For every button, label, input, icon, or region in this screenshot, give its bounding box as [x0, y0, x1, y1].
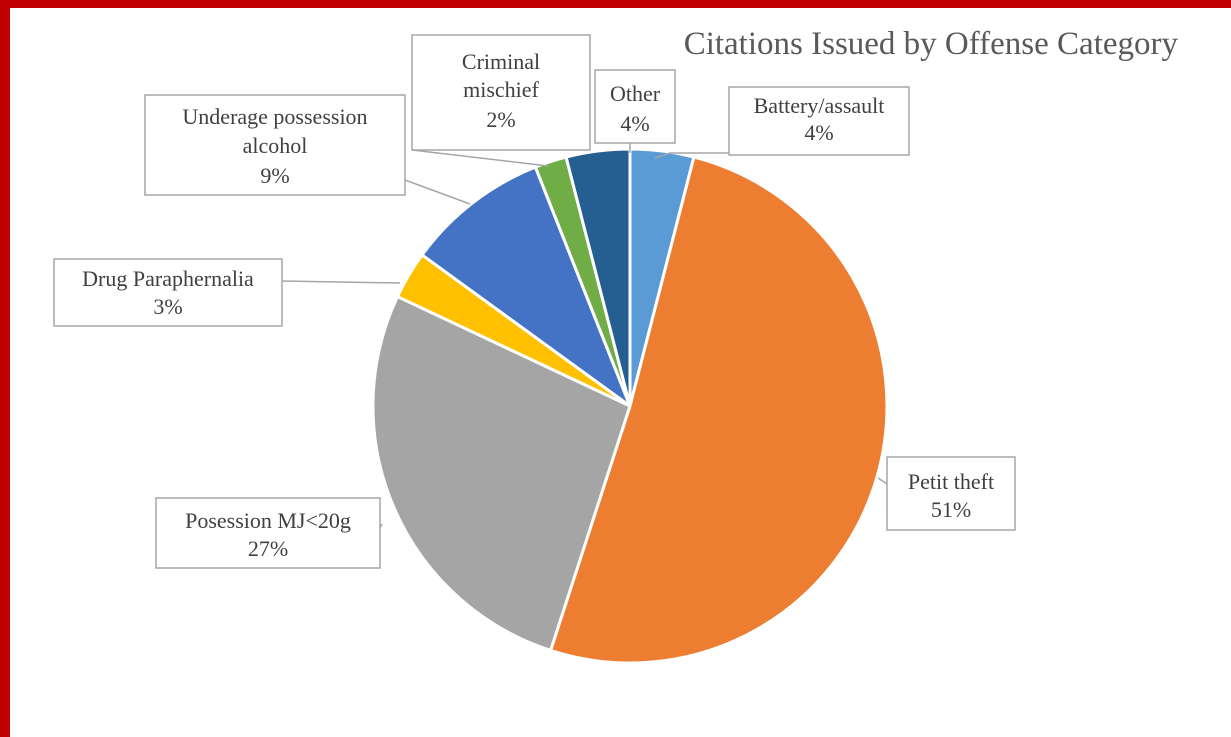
label-box: [411, 34, 591, 151]
label-category: Battery/assault: [754, 93, 885, 118]
label-percent: 4%: [620, 111, 649, 136]
label-category: alcohol: [243, 133, 308, 158]
label-percent: 2%: [486, 107, 515, 132]
label-box: [594, 69, 676, 144]
label-category: mischief: [463, 77, 539, 102]
label-category: Petit theft: [908, 469, 994, 494]
pie-slice-posession-mj-20g: [371, 295, 632, 652]
label-box: [144, 94, 406, 196]
label-category: Criminal: [462, 49, 540, 74]
label-category: Drug Paraphernalia: [82, 266, 254, 291]
label-box: [728, 86, 910, 156]
label-percent: 51%: [931, 497, 971, 522]
leader-line: [654, 152, 729, 159]
label-box: [886, 456, 1016, 531]
label-percent: 27%: [248, 536, 288, 561]
label-percent: 4%: [804, 120, 833, 145]
data-label-posession-mj-20g: Posession MJ<20g 27%: [155, 497, 383, 569]
data-label-underage-possession-alcohol: Underage possession alcohol 9%: [144, 94, 471, 205]
label-box: [53, 258, 283, 327]
label-category: Underage possession: [182, 104, 367, 129]
label-category: Posession MJ<20g: [185, 508, 351, 533]
pie-slices: [371, 147, 889, 665]
leader-line: [877, 477, 888, 485]
data-label-criminal-mischief: Criminal mischief 2%: [411, 34, 591, 167]
label-box: [155, 497, 381, 569]
leader-line: [411, 149, 549, 167]
chart-title: Citations Issued by Offense Category: [684, 26, 1179, 62]
pie-slice-petit-theft: [549, 155, 889, 665]
label-category: Other: [610, 81, 661, 106]
leader-line: [281, 280, 401, 284]
data-label-other: Other 4%: [594, 69, 676, 153]
pie-slice-underage-possession-alcohol: [420, 165, 632, 408]
leader-line: [404, 179, 471, 205]
pie-chart: Citations Issued by Offense Category Bat…: [53, 26, 1179, 665]
data-label-petit-theft: Petit theft 51%: [877, 456, 1016, 531]
label-percent: 3%: [153, 294, 182, 319]
chart-frame: Citations Issued by Offense Category Bat…: [10, 8, 1231, 737]
data-label-drug-paraphernalia: Drug Paraphernalia 3%: [53, 258, 401, 327]
label-percent: 9%: [260, 163, 289, 188]
